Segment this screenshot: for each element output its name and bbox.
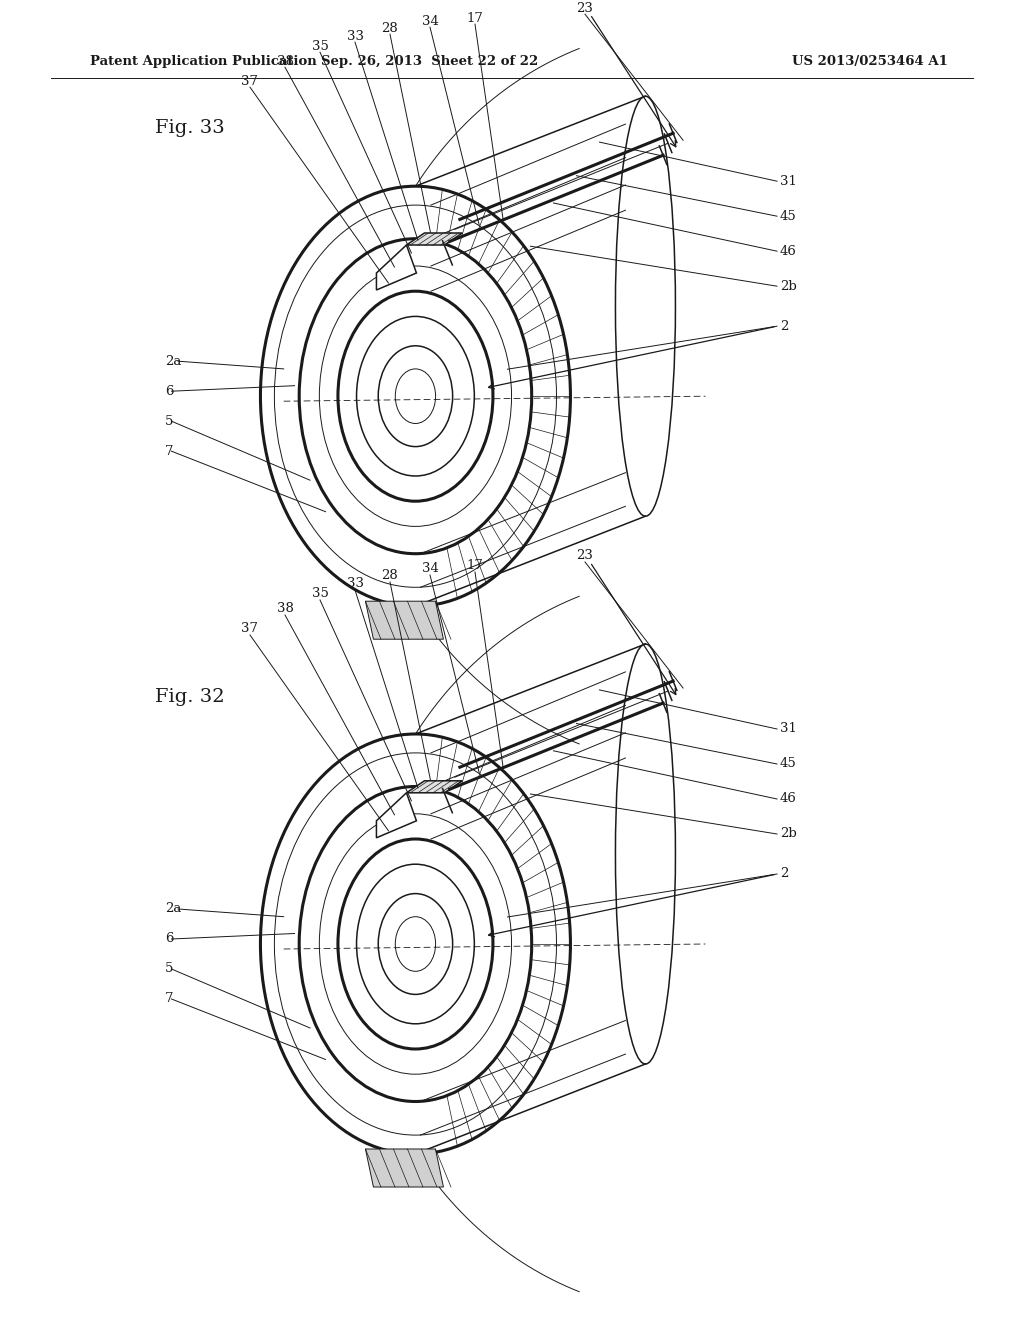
Text: 38: 38 bbox=[276, 602, 294, 615]
Text: 17: 17 bbox=[467, 560, 483, 573]
Text: 2: 2 bbox=[780, 319, 788, 333]
Text: 46: 46 bbox=[780, 792, 797, 805]
Text: 2a: 2a bbox=[165, 903, 181, 916]
Text: 5: 5 bbox=[165, 962, 173, 975]
Polygon shape bbox=[260, 734, 570, 1154]
Text: 45: 45 bbox=[780, 210, 797, 223]
Text: 2a: 2a bbox=[165, 355, 181, 368]
Text: 34: 34 bbox=[422, 15, 438, 28]
Text: 2b: 2b bbox=[780, 280, 797, 293]
Polygon shape bbox=[407, 234, 463, 246]
Polygon shape bbox=[377, 246, 417, 290]
Text: 7: 7 bbox=[165, 993, 173, 1006]
Text: 46: 46 bbox=[780, 244, 797, 257]
Text: 28: 28 bbox=[382, 21, 398, 34]
Text: 7: 7 bbox=[165, 445, 173, 458]
Text: 17: 17 bbox=[467, 12, 483, 25]
Text: 33: 33 bbox=[346, 30, 364, 42]
Text: 38: 38 bbox=[276, 54, 294, 67]
Text: 28: 28 bbox=[382, 569, 398, 582]
Text: 6: 6 bbox=[165, 932, 173, 945]
Polygon shape bbox=[260, 186, 570, 606]
Polygon shape bbox=[366, 1148, 443, 1187]
Text: 37: 37 bbox=[242, 623, 258, 635]
Text: Fig. 32: Fig. 32 bbox=[155, 688, 224, 706]
Text: 35: 35 bbox=[311, 587, 329, 601]
Text: 23: 23 bbox=[577, 1, 594, 15]
Text: 5: 5 bbox=[165, 414, 173, 428]
Text: 45: 45 bbox=[780, 758, 797, 771]
Text: 35: 35 bbox=[311, 40, 329, 53]
Polygon shape bbox=[407, 781, 463, 793]
Text: US 2013/0253464 A1: US 2013/0253464 A1 bbox=[792, 55, 948, 69]
Text: 23: 23 bbox=[577, 549, 594, 562]
Text: 34: 34 bbox=[422, 562, 438, 576]
Text: Fig. 33: Fig. 33 bbox=[155, 119, 224, 137]
Text: 31: 31 bbox=[780, 722, 797, 735]
Text: 2b: 2b bbox=[780, 828, 797, 841]
Text: 37: 37 bbox=[242, 75, 258, 87]
Text: 2: 2 bbox=[780, 867, 788, 880]
Polygon shape bbox=[366, 601, 443, 639]
Text: Patent Application Publication: Patent Application Publication bbox=[90, 55, 316, 69]
Text: 31: 31 bbox=[780, 174, 797, 187]
Text: 33: 33 bbox=[346, 577, 364, 590]
Text: 6: 6 bbox=[165, 384, 173, 397]
Polygon shape bbox=[377, 793, 417, 838]
Text: Sep. 26, 2013  Sheet 22 of 22: Sep. 26, 2013 Sheet 22 of 22 bbox=[322, 55, 539, 69]
